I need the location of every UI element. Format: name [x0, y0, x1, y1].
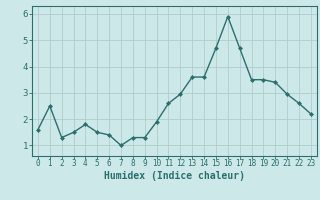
X-axis label: Humidex (Indice chaleur): Humidex (Indice chaleur) — [104, 171, 245, 181]
